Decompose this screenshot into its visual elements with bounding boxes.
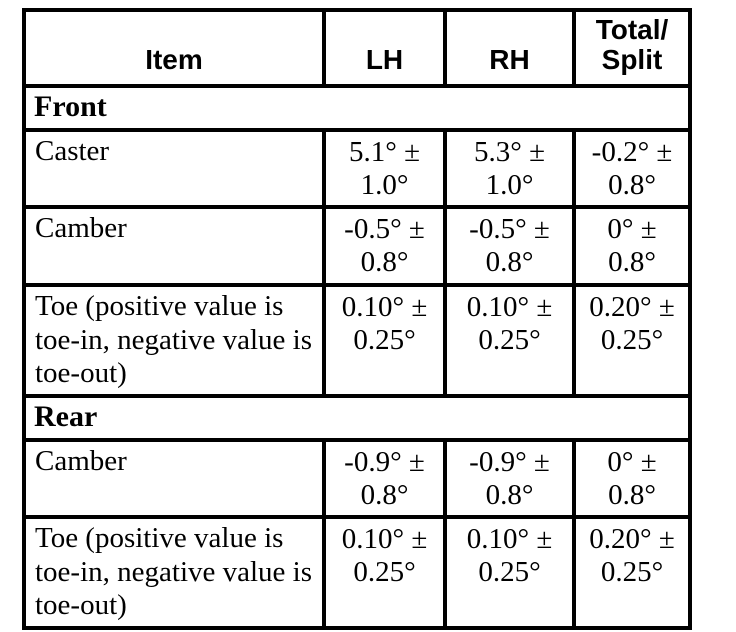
col-header-lh: LH	[322, 8, 447, 88]
table-row: Toe (positive value is toe-in, negative …	[22, 283, 692, 398]
rh-value-cell: -0.9° ± 0.8°	[443, 437, 576, 520]
item-cell: Camber	[22, 437, 326, 520]
table-row: Caster 5.1° ± 1.0° 5.3° ± 1.0° -0.2° ± 0…	[22, 127, 692, 210]
rh-value-cell: -0.5° ± 0.8°	[443, 205, 576, 288]
col-header-total-line1: Total/	[595, 13, 669, 45]
col-header-rh: RH	[443, 8, 576, 88]
lh-value-cell: 0.10° ± 0.25°	[322, 515, 447, 630]
total-split-value-cell: 0.20° ± 0.25°	[572, 283, 692, 398]
item-cell: Toe (positive value is toe-in, negative …	[22, 515, 326, 630]
lh-value-cell: -0.5° ± 0.8°	[322, 205, 447, 288]
col-header-total-split: Total/ Split	[572, 8, 692, 88]
col-header-item: Item	[22, 8, 326, 88]
header-row: Item LH RH Total/ Split	[22, 8, 692, 88]
section-row-rear: Rear	[22, 393, 692, 442]
rh-value-cell: 0.10° ± 0.25°	[443, 515, 576, 630]
item-cell: Caster	[22, 127, 326, 210]
lh-value-cell: 5.1° ± 1.0°	[322, 127, 447, 210]
table-row: Toe (positive value is toe-in, negative …	[22, 515, 692, 630]
lh-value-cell: -0.9° ± 0.8°	[322, 437, 447, 520]
table-row: Camber -0.9° ± 0.8° -0.9° ± 0.8° 0° ± 0.…	[22, 437, 692, 520]
total-split-value-cell: 0.20° ± 0.25°	[572, 515, 692, 630]
rh-value-cell: 0.10° ± 0.25°	[443, 283, 576, 398]
rh-value-cell: 5.3° ± 1.0°	[443, 127, 576, 210]
total-split-value-cell: 0° ± 0.8°	[572, 205, 692, 288]
section-row-front: Front	[22, 84, 692, 132]
section-title: Rear	[22, 393, 692, 442]
item-cell: Toe (positive value is toe-in, negative …	[22, 283, 326, 398]
total-split-value-cell: 0° ± 0.8°	[572, 437, 692, 520]
col-header-total-line2: Split	[601, 43, 663, 75]
lh-value-cell: 0.10° ± 0.25°	[322, 283, 447, 398]
table-row: Camber -0.5° ± 0.8° -0.5° ± 0.8° 0° ± 0.…	[22, 205, 692, 288]
total-split-value-cell: -0.2° ± 0.8°	[572, 127, 692, 210]
section-title: Front	[22, 84, 692, 132]
item-cell: Camber	[22, 205, 326, 288]
wheel-alignment-spec-table: Item LH RH Total/ Split Front Caster 5.1…	[22, 8, 692, 630]
